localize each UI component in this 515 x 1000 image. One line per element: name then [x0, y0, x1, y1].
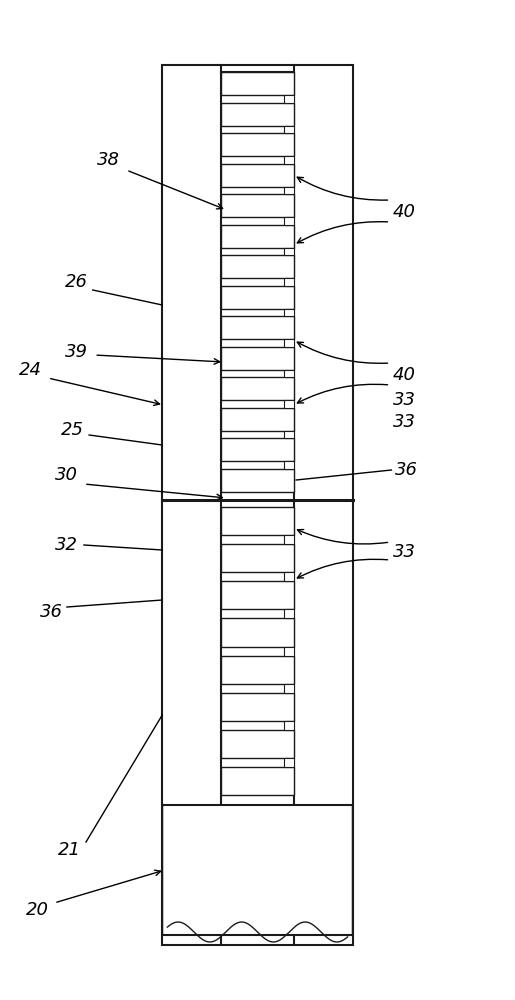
Bar — [221, 194, 294, 217]
Bar — [221, 103, 294, 126]
Bar — [221, 408, 294, 431]
Text: 25: 25 — [61, 421, 83, 439]
Text: 30: 30 — [56, 466, 78, 484]
Bar — [284, 461, 294, 469]
Bar — [221, 730, 294, 758]
Text: 39: 39 — [65, 343, 88, 361]
Bar — [284, 721, 294, 730]
Bar — [284, 684, 294, 693]
Bar — [221, 618, 294, 647]
Bar — [284, 187, 294, 194]
Bar — [221, 693, 294, 721]
Bar — [284, 431, 294, 438]
Text: 21: 21 — [58, 841, 81, 859]
Bar — [284, 400, 294, 408]
Bar — [221, 438, 294, 461]
Text: 20: 20 — [26, 901, 48, 919]
Text: 24: 24 — [20, 361, 42, 379]
Text: 26: 26 — [65, 273, 88, 291]
Bar — [284, 217, 294, 225]
Bar — [221, 767, 294, 795]
Text: 33: 33 — [393, 543, 416, 561]
Bar — [284, 309, 294, 316]
Bar — [221, 377, 294, 400]
Bar — [284, 156, 294, 164]
Text: 33: 33 — [393, 413, 416, 431]
Bar — [284, 248, 294, 255]
Bar — [284, 647, 294, 656]
Bar — [221, 255, 294, 278]
Bar — [221, 581, 294, 609]
Text: 40: 40 — [393, 366, 416, 384]
Bar — [221, 286, 294, 309]
Bar — [221, 347, 294, 370]
Bar — [221, 507, 294, 535]
Bar — [284, 758, 294, 767]
Text: 38: 38 — [97, 151, 119, 169]
Bar — [284, 278, 294, 286]
Bar — [221, 469, 294, 492]
Text: 32: 32 — [56, 536, 78, 554]
Text: 40: 40 — [393, 203, 416, 221]
Text: 36: 36 — [396, 461, 418, 479]
Bar — [221, 225, 294, 248]
Bar — [284, 572, 294, 581]
Bar — [284, 370, 294, 377]
Bar — [221, 133, 294, 156]
Bar — [284, 95, 294, 103]
Bar — [162, 65, 353, 945]
Bar — [284, 339, 294, 347]
Text: 36: 36 — [40, 603, 63, 621]
Bar — [284, 126, 294, 133]
Bar — [221, 316, 294, 339]
FancyBboxPatch shape — [162, 805, 353, 935]
Bar — [221, 544, 294, 572]
Bar — [284, 609, 294, 618]
Bar — [284, 535, 294, 544]
Bar — [221, 164, 294, 187]
Bar — [221, 656, 294, 684]
Bar — [221, 72, 294, 95]
Text: 33: 33 — [393, 391, 416, 409]
